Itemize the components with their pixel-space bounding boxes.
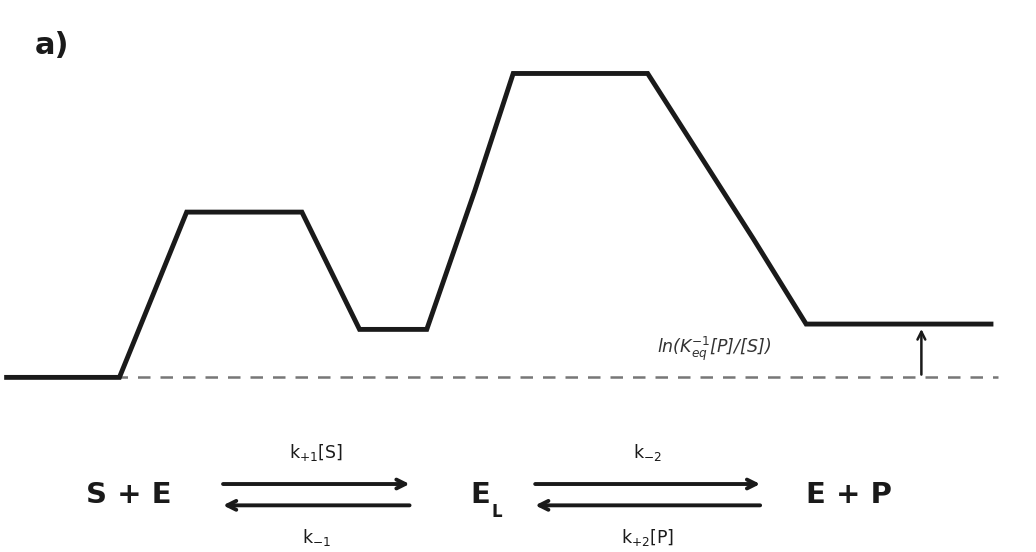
Text: a): a): [35, 31, 69, 60]
Text: E + P: E + P: [806, 481, 892, 509]
Text: ln(K$_{eq}^{-1}$[P]/[S]): ln(K$_{eq}^{-1}$[P]/[S]): [657, 335, 772, 363]
Text: E: E: [470, 481, 490, 509]
Text: k$_{-1}$: k$_{-1}$: [301, 527, 330, 548]
Text: S + E: S + E: [86, 481, 172, 509]
Text: k$_{-2}$: k$_{-2}$: [633, 442, 662, 463]
Text: L: L: [491, 503, 501, 521]
Text: k$_{+2}$[P]: k$_{+2}$[P]: [621, 527, 674, 548]
Text: k$_{+1}$[S]: k$_{+1}$[S]: [289, 442, 343, 463]
